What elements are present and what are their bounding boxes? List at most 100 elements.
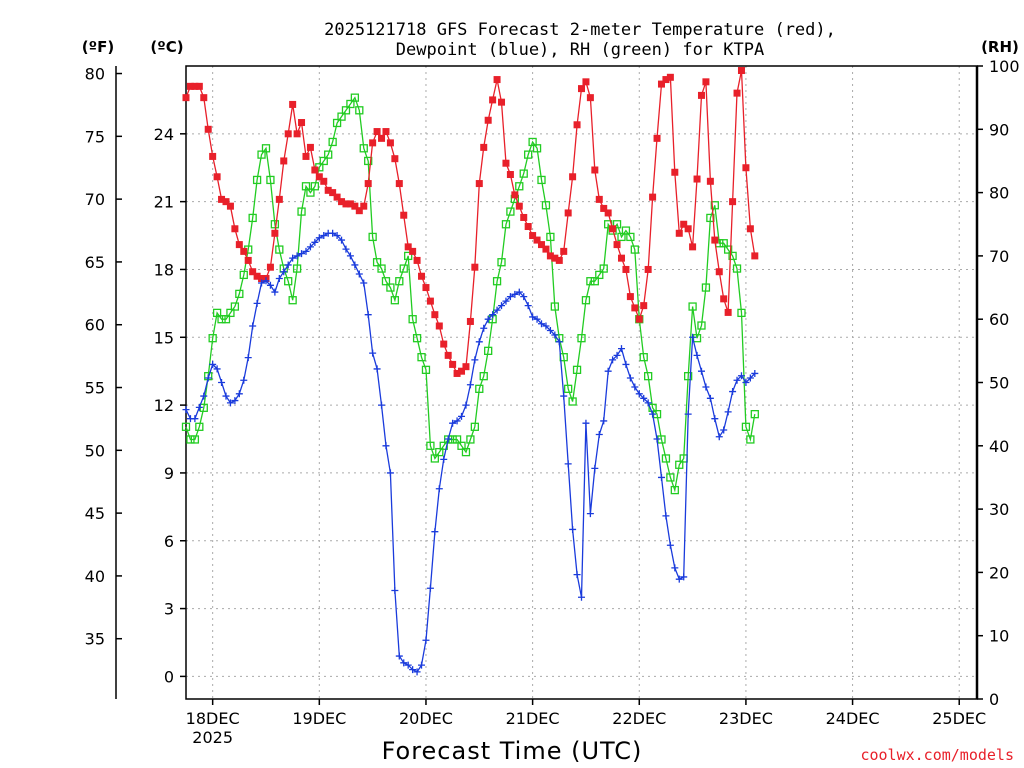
dewpoint-point — [395, 652, 403, 660]
temperature-point — [391, 155, 399, 163]
dewpoint-point — [235, 390, 243, 398]
dewpoint-point — [342, 245, 350, 253]
temperature-point — [582, 78, 590, 86]
temperature-point — [591, 166, 599, 174]
temperature-point — [186, 82, 194, 90]
dewpoint-point — [382, 442, 390, 450]
rh-point — [181, 422, 191, 431]
temperature-point — [626, 293, 634, 301]
x-tick-label: 18DEC — [186, 709, 240, 728]
rh-tick-label: 30 — [989, 500, 1009, 519]
dewpoint-point — [453, 417, 461, 425]
rh-point — [319, 156, 328, 166]
rh-point — [461, 447, 471, 457]
rh-point — [292, 264, 302, 273]
rh-point — [732, 264, 742, 273]
dewpoint-point — [702, 383, 710, 391]
temperature-point — [538, 241, 546, 249]
temperature-point — [258, 275, 266, 283]
temperature-point — [498, 98, 506, 106]
rh-point — [479, 372, 488, 381]
temperature-point — [369, 139, 377, 147]
fahrenheit-axis-unit: (ºF) — [82, 38, 114, 56]
temperature-point — [546, 252, 554, 260]
rh-point — [266, 175, 275, 185]
temperature-point — [449, 360, 457, 368]
temperature-point — [284, 130, 292, 138]
dewpoint-point — [751, 369, 759, 377]
rh-point — [706, 213, 715, 223]
dewpoint-point — [306, 243, 314, 251]
dewpoint-point — [480, 324, 488, 332]
celsius-tick-label: 9 — [164, 464, 174, 483]
rh-point — [492, 277, 502, 286]
temperature-point — [191, 82, 199, 90]
dewpoint-point — [204, 374, 212, 382]
dewpoint-point — [733, 376, 741, 384]
dewpoint-point — [182, 406, 190, 414]
dewpoint-point — [400, 659, 408, 667]
rh-point — [195, 422, 204, 431]
temperature-point — [409, 247, 417, 255]
dewpoint-point — [697, 367, 705, 375]
temperature-point — [271, 229, 279, 237]
rh-point — [475, 384, 484, 393]
dewpoint-point — [329, 229, 337, 237]
dewpoint-point — [369, 349, 377, 357]
rh-point — [723, 245, 733, 254]
rh-tick-label: 0 — [989, 690, 999, 709]
celsius-tick-label: 21 — [154, 193, 174, 212]
dewpoint-point — [506, 293, 514, 301]
temperature-point — [320, 177, 328, 185]
dewpoint-point — [422, 636, 430, 644]
dewpoint-point — [315, 234, 323, 242]
rh-point — [741, 422, 751, 431]
temperature-point — [338, 198, 346, 206]
dewpoint-point — [498, 302, 506, 310]
temperature-point — [235, 241, 243, 249]
temperature-point — [351, 202, 359, 210]
temperature-point — [746, 225, 754, 233]
fahrenheit-tick-label: 70 — [85, 190, 105, 209]
rh-point — [728, 251, 737, 261]
temperature-point — [418, 272, 426, 280]
temperature-point — [706, 177, 714, 185]
celsius-tick-label: 18 — [154, 260, 174, 279]
dewpoint-point — [346, 252, 354, 260]
dewpoint-point — [391, 586, 399, 594]
credit-link[interactable]: coolwx.com/models — [860, 746, 1014, 764]
temperature-point — [586, 94, 594, 102]
rh-point — [666, 473, 675, 482]
dewpoint-point — [231, 397, 239, 405]
temperature-point — [333, 193, 341, 201]
temperature-point — [520, 213, 528, 221]
rh-point — [697, 321, 706, 330]
temperature-point — [515, 202, 523, 210]
dewpoint-point — [657, 473, 665, 481]
dewpoint-point — [413, 668, 421, 676]
rh-point — [568, 397, 577, 406]
dewpoint-point — [720, 426, 728, 434]
rh-point — [435, 447, 444, 457]
dewpoint-point — [320, 232, 328, 240]
temperature-point — [489, 96, 497, 104]
temperature-point — [724, 308, 732, 316]
temperature-point — [400, 211, 408, 219]
rh-tick-label: 90 — [989, 120, 1009, 139]
dewpoint-point — [458, 412, 466, 420]
dewpoint-point — [573, 571, 581, 579]
rh-point — [355, 106, 364, 115]
temperature-point — [742, 164, 750, 172]
dewpoint-point — [222, 392, 230, 400]
dewpoint-point — [444, 435, 452, 443]
dewpoint-point — [564, 460, 572, 468]
dewpoint-point — [746, 374, 754, 382]
temperature-point — [289, 100, 297, 108]
rh-point — [595, 270, 604, 280]
dewpoint-point — [293, 252, 301, 260]
rh-point — [301, 182, 311, 191]
rh-point — [626, 232, 635, 242]
dewpoint-line — [185, 232, 756, 673]
temperature-point — [564, 209, 572, 217]
rh-point — [350, 93, 360, 102]
